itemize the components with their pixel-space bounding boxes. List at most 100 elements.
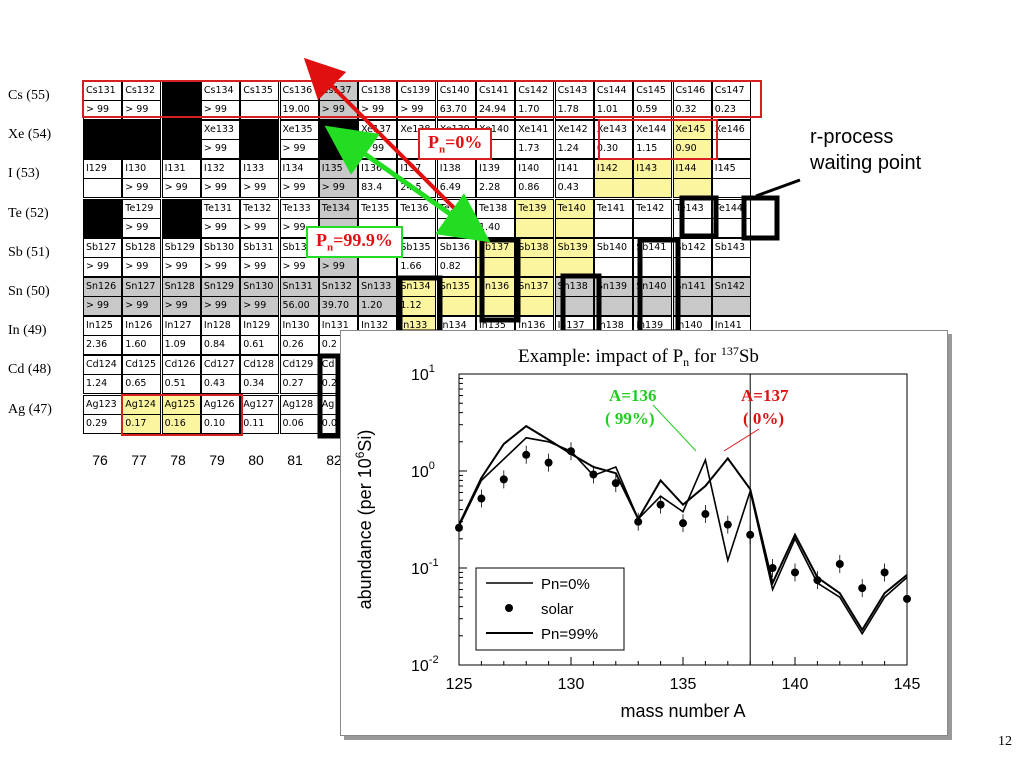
half-life-value: > 99: [84, 100, 121, 118]
nuclide-cell: [122, 120, 162, 160]
col-label: 82: [326, 452, 342, 468]
solar-point: [813, 576, 822, 585]
half-life-value: > 99: [201, 139, 239, 157]
nuclide-name: Sb138: [518, 241, 549, 253]
half-life-value: > 99: [201, 296, 239, 314]
half-life-value: [712, 139, 750, 141]
nuclide-name: Te132: [243, 202, 272, 214]
nuclide-name: Sb143: [714, 241, 745, 253]
nuclide-name: I133: [243, 163, 265, 175]
half-life-value: 0.29: [84, 413, 121, 432]
solar-point: [589, 470, 598, 479]
nuclide-name: Te140: [557, 202, 586, 214]
nuclide-name: Cd126: [164, 359, 196, 371]
nuclide-name: Sb127: [86, 241, 117, 253]
nuclide-name: Sb142: [675, 241, 706, 253]
half-life-value: [555, 256, 593, 258]
half-life-value: 0.23: [712, 100, 750, 118]
half-life-value: [84, 178, 121, 180]
nuclide-cell: Cd127 0.43: [200, 355, 240, 395]
half-life-value: 0.2: [319, 335, 357, 353]
nuclide-name: Te139: [518, 202, 547, 214]
waiting-box-te144: [741, 195, 780, 241]
page-number: 12: [998, 734, 1012, 749]
nuclide-cell: Xe141 1.73: [515, 120, 555, 160]
half-life-value: > 99: [123, 217, 161, 236]
half-life-value: 19.00: [280, 100, 318, 118]
half-life-value: > 99: [241, 256, 279, 275]
nuclide-cell: I143: [633, 159, 673, 199]
nuclide-name: Cs146: [675, 85, 706, 96]
half-life-value: > 99: [123, 256, 161, 275]
nuclide-name: Ag123: [86, 398, 117, 410]
nuclide-name: Sn134: [400, 281, 431, 292]
red-box-cs: [82, 80, 762, 118]
half-life-value: > 99: [162, 256, 200, 275]
nuclide-cell: [161, 81, 201, 120]
nuclide-name: In133: [400, 320, 428, 332]
half-life-value: [712, 296, 750, 297]
nuclide-name: Sn135: [439, 281, 470, 292]
callout-line2: waiting point: [810, 152, 922, 174]
solar-point: [656, 500, 665, 509]
col-label: 80: [248, 452, 264, 468]
solar-point: [835, 559, 844, 568]
waiting-box-sn134: [397, 275, 443, 335]
nuclide-name: Sb139: [557, 241, 588, 253]
nuclide-name: Te138: [479, 202, 508, 214]
nuclide-cell: Te132 > 99: [240, 198, 280, 238]
half-life-value: 0.30: [594, 139, 632, 157]
nuclide-cell: Cs142 1.70: [515, 81, 555, 120]
half-life-value: > 99: [162, 296, 200, 314]
half-life-value: [594, 217, 632, 219]
nuclide-name: In138: [596, 320, 624, 332]
half-life-value: [594, 178, 632, 180]
half-life-value: [555, 217, 593, 219]
series-line-pn99: [458, 424, 908, 632]
nuclide-cell: [83, 198, 122, 238]
nuclide-cell: [83, 120, 122, 160]
row-label: Cs (55): [8, 88, 50, 103]
nuclide-name: Te133: [282, 202, 311, 214]
nuclide-name: Sb136: [439, 241, 470, 253]
annotation-a137-arrow: [723, 428, 760, 452]
half-life-value: 0.26: [280, 335, 318, 353]
nuclide-cell: I129: [83, 159, 122, 199]
nuclide-name: In125: [86, 320, 113, 332]
half-life-value: 0.43: [201, 374, 239, 392]
nuclide-name: In131: [321, 320, 349, 332]
nuclide-cell: Xe146: [711, 120, 751, 160]
nuclide-name: Ag126: [203, 398, 235, 410]
nuclide-cell: Cs138 > 99: [358, 81, 398, 120]
nuclide-cell: Cd125 0.65: [122, 355, 162, 395]
nuclide-cell: I144: [672, 159, 712, 199]
red-box-xe: [598, 119, 718, 160]
nuclide-cell: Sn132 39.70: [318, 277, 358, 316]
solar-point: [701, 510, 710, 519]
nuclide-cell: Cd124 1.24: [83, 355, 122, 395]
nuclide-name: Sb135: [400, 241, 431, 253]
waiting-box-sn138: [560, 273, 602, 335]
nuclide-name: Sn131: [282, 281, 313, 292]
nuclide-cell: Sb140: [593, 237, 633, 277]
nuclide-name: Sn137: [518, 281, 549, 292]
nuclide-cell: Ag127 0.11: [240, 394, 280, 434]
half-life-value: [516, 296, 554, 297]
half-life-value: [712, 178, 750, 180]
half-life-value: 1.24: [555, 139, 593, 157]
col-label: 77: [131, 452, 147, 468]
half-life-value: 0.11: [241, 413, 279, 432]
col-label: 79: [209, 452, 225, 468]
nuclide-name: Cs145: [636, 85, 666, 96]
legend-label-pn99: Pn=99%: [541, 626, 598, 643]
nuclide-name: Sn129: [203, 281, 235, 292]
half-life-value: > 99: [84, 296, 121, 314]
nuclide-name: Cs138: [361, 85, 391, 96]
nuclide-name: Sn139: [596, 281, 628, 292]
nuclide-name: Cs140: [439, 85, 470, 96]
legend-label-solar: solar: [541, 601, 574, 618]
nuclide-name: Sn140: [636, 281, 667, 292]
nuclide-cell: Cs147 0.23: [711, 81, 751, 120]
half-life-value: 0.27: [280, 374, 318, 392]
nuclide-cell: Sb128 > 99: [122, 237, 162, 277]
